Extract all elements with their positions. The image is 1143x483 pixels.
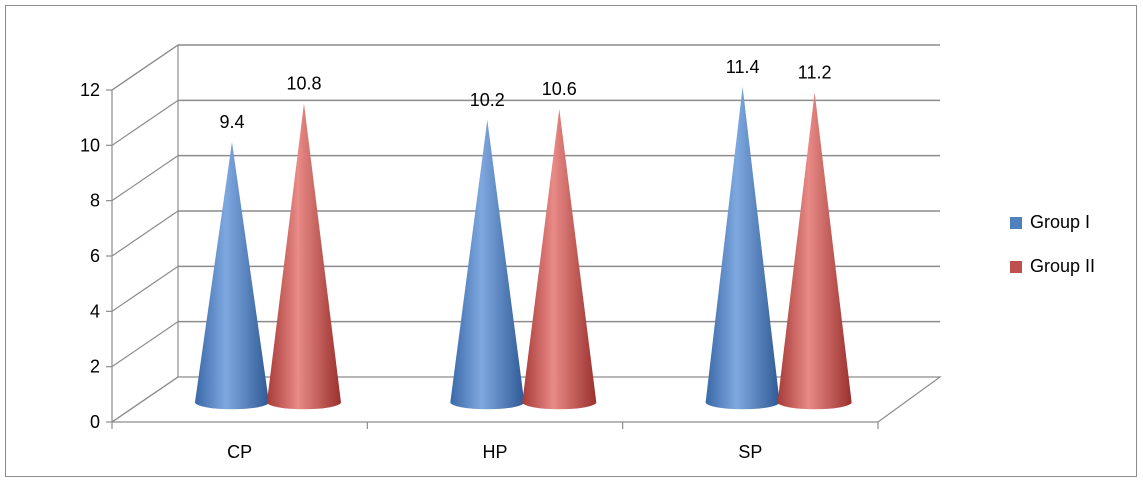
gridline-side [111, 210, 179, 257]
gridline-side [111, 376, 179, 423]
data-label: 10.8 [286, 73, 321, 93]
y-tick-label: 0 [90, 412, 100, 432]
gridline-side [111, 155, 179, 202]
gridline-side [111, 265, 179, 312]
legend-swatch [1010, 217, 1022, 229]
x-tick-label: SP [738, 442, 762, 462]
data-label: 11.2 [798, 62, 832, 82]
cone-group-ii-hp [522, 108, 597, 410]
y-tick-label: 2 [90, 357, 100, 377]
legend: Group I Group II [1010, 212, 1095, 276]
legend-label: Group II [1030, 256, 1095, 276]
data-label: 10.6 [542, 79, 577, 99]
data-label: 9.4 [219, 112, 244, 132]
data-label: 11.4 [726, 57, 760, 77]
x-tick-label: CP [227, 442, 252, 462]
data-labels: 9.4 10.8 10.2 10.6 11.4 11.2 [219, 57, 831, 132]
x-axis: CP HP SP [111, 421, 879, 462]
plot-area [194, 86, 852, 410]
y-tick-label: 10 [80, 135, 100, 155]
legend-label: Group I [1030, 212, 1090, 232]
legend-swatch [1010, 261, 1022, 273]
y-tick-label: 6 [90, 246, 100, 266]
cone-group-ii-cp [266, 103, 341, 410]
cone-group-i-hp [450, 120, 525, 410]
gridline-side [111, 321, 179, 368]
gridline-side [111, 44, 179, 91]
data-label: 10.2 [470, 90, 505, 110]
y-tick-label: 12 [80, 80, 100, 100]
x-tick-label: HP [482, 442, 507, 462]
y-axis: 0 2 4 6 8 10 12 [80, 80, 113, 432]
y-tick-label: 4 [90, 301, 100, 321]
cone-group-ii-sp [777, 92, 852, 410]
gridline-side [111, 99, 179, 146]
cone-group-i-sp [705, 86, 780, 410]
cone-group-i-cp [194, 142, 269, 410]
y-tick-label: 8 [90, 191, 100, 211]
